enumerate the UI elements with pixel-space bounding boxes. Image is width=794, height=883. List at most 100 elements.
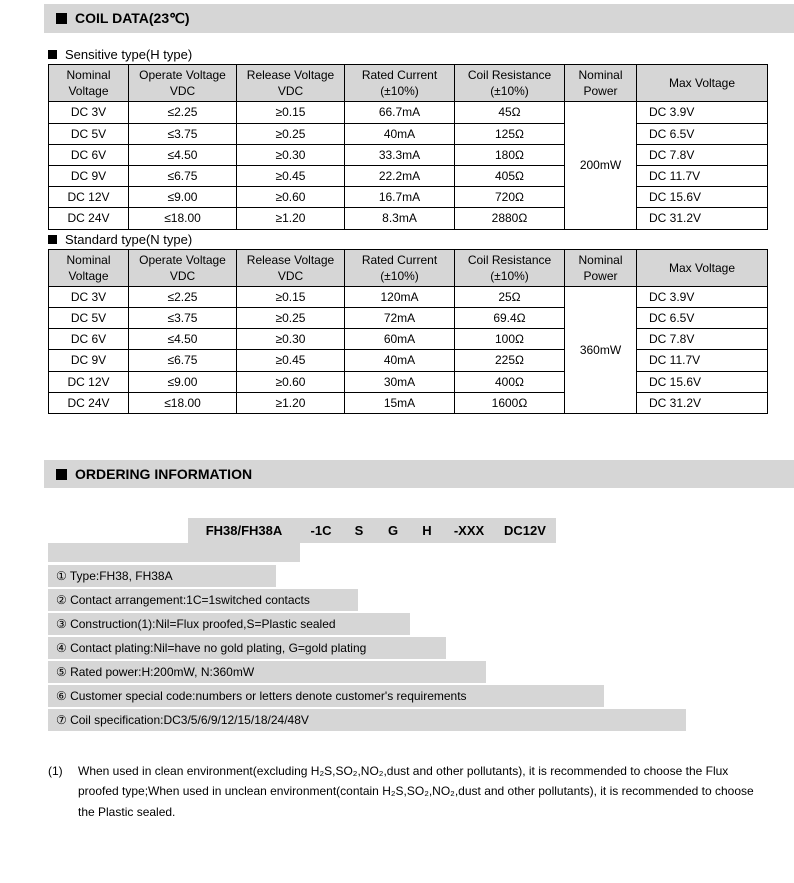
table-cell: DC 24V	[49, 392, 129, 413]
table-cell: 40mA	[345, 350, 455, 371]
table-cell: 2880Ω	[455, 208, 565, 229]
table-cell: DC 5V	[49, 308, 129, 329]
table-cell: ≥0.25	[237, 308, 345, 329]
table-cell: ≤6.75	[129, 350, 237, 371]
col-header: Operate VoltageVDC	[129, 249, 237, 286]
table-cell: DC 3.9V	[637, 102, 768, 123]
square-icon	[48, 235, 57, 244]
standard-table: NominalVoltageOperate VoltageVDCRelease …	[48, 249, 768, 415]
table-cell: DC 6.5V	[637, 308, 768, 329]
table-cell: ≤9.00	[129, 371, 237, 392]
order-desc-row: ⑦ Coil specification:DC3/5/6/9/12/15/18/…	[48, 709, 686, 731]
table-cell: 400Ω	[455, 371, 565, 392]
order-desc-row: ④ Contact plating:Nil=have no gold plati…	[48, 637, 446, 659]
table-cell: ≤2.25	[129, 102, 237, 123]
standard-subheader: Standard type(N type)	[48, 232, 794, 247]
table-cell: DC 6V	[49, 329, 129, 350]
table-cell: DC 3.9V	[637, 286, 768, 307]
order-code-segment: DC12V	[494, 518, 556, 543]
order-code-segment: FH38/FH38A	[188, 518, 300, 543]
table-cell: DC 9V	[49, 350, 129, 371]
table-cell: 45Ω	[455, 102, 565, 123]
col-header: NominalPower	[565, 65, 637, 102]
nominal-power-cell: 200mW	[565, 102, 637, 229]
order-code-segment: H	[410, 518, 444, 543]
table-cell: 30mA	[345, 371, 455, 392]
col-header: Coil Resistance(±10%)	[455, 65, 565, 102]
table-cell: DC 11.7V	[637, 350, 768, 371]
table-cell: 16.7mA	[345, 187, 455, 208]
order-code-segment: -1C	[300, 518, 342, 543]
table-cell: ≤3.75	[129, 123, 237, 144]
table-cell: ≤3.75	[129, 308, 237, 329]
table-cell: DC 7.8V	[637, 144, 768, 165]
section-title: COIL DATA(23℃)	[75, 10, 190, 27]
table-cell: 60mA	[345, 329, 455, 350]
table-cell: DC 9V	[49, 165, 129, 186]
col-header: NominalPower	[565, 249, 637, 286]
subheader-label: Standard type(N type)	[65, 232, 192, 247]
table-cell: 25Ω	[455, 286, 565, 307]
sensitive-table: NominalVoltageOperate VoltageVDCRelease …	[48, 64, 768, 230]
table-cell: ≥0.15	[237, 286, 345, 307]
footnote-text: When used in clean environment(excluding…	[78, 761, 764, 822]
table-cell: ≤4.50	[129, 329, 237, 350]
order-desc-row: ⑤ Rated power:H:200mW, N:360mW	[48, 661, 486, 683]
table-cell: ≥0.45	[237, 350, 345, 371]
table-cell: 100Ω	[455, 329, 565, 350]
table-cell: DC 11.7V	[637, 165, 768, 186]
table-cell: 69.4Ω	[455, 308, 565, 329]
table-cell: ≤2.25	[129, 286, 237, 307]
order-desc-row: ③ Construction(1):Nil=Flux proofed,S=Pla…	[48, 613, 410, 635]
table-cell: ≥0.25	[237, 123, 345, 144]
table-cell: ≤18.00	[129, 392, 237, 413]
order-spacer	[48, 543, 300, 563]
order-code-segment: S	[342, 518, 376, 543]
square-icon	[56, 13, 67, 24]
order-desc-row: ① Type:FH38, FH38A	[48, 565, 276, 587]
table-cell: ≥0.60	[237, 371, 345, 392]
nominal-power-cell: 360mW	[565, 286, 637, 413]
table-cell: 125Ω	[455, 123, 565, 144]
col-header: Operate VoltageVDC	[129, 65, 237, 102]
table-cell: DC 7.8V	[637, 329, 768, 350]
square-icon	[56, 469, 67, 480]
table-cell: ≥0.30	[237, 144, 345, 165]
col-header: NominalVoltage	[49, 249, 129, 286]
table-cell: 72mA	[345, 308, 455, 329]
table-cell: 225Ω	[455, 350, 565, 371]
table-cell: 8.3mA	[345, 208, 455, 229]
col-header: Release VoltageVDC	[237, 65, 345, 102]
table-cell: ≥0.30	[237, 329, 345, 350]
table-cell: 180Ω	[455, 144, 565, 165]
table-cell: DC 12V	[49, 187, 129, 208]
table-cell: ≤4.50	[129, 144, 237, 165]
table-cell: ≥0.15	[237, 102, 345, 123]
footnote-num: (1)	[48, 761, 78, 822]
coil-data-header: COIL DATA(23℃)	[44, 4, 794, 33]
col-header: Max Voltage	[637, 249, 768, 286]
table-cell: DC 3V	[49, 286, 129, 307]
table-cell: 33.3mA	[345, 144, 455, 165]
table-cell: ≥0.60	[237, 187, 345, 208]
table-cell: 40mA	[345, 123, 455, 144]
table-cell: 720Ω	[455, 187, 565, 208]
section-title: ORDERING INFORMATION	[75, 466, 252, 482]
table-cell: ≤9.00	[129, 187, 237, 208]
table-cell: DC 15.6V	[637, 371, 768, 392]
table-cell: DC 31.2V	[637, 392, 768, 413]
col-header: Release VoltageVDC	[237, 249, 345, 286]
sensitive-subheader: Sensitive type(H type)	[48, 47, 794, 62]
col-header: NominalVoltage	[49, 65, 129, 102]
table-cell: 405Ω	[455, 165, 565, 186]
col-header: Max Voltage	[637, 65, 768, 102]
table-cell: 15mA	[345, 392, 455, 413]
table-cell: ≤6.75	[129, 165, 237, 186]
table-cell: 120mA	[345, 286, 455, 307]
order-code-segment: -XXX	[444, 518, 494, 543]
table-cell: DC 3V	[49, 102, 129, 123]
table-cell: DC 6.5V	[637, 123, 768, 144]
square-icon	[48, 50, 57, 59]
ordering-header: ORDERING INFORMATION	[44, 460, 794, 488]
table-cell: ≥1.20	[237, 208, 345, 229]
